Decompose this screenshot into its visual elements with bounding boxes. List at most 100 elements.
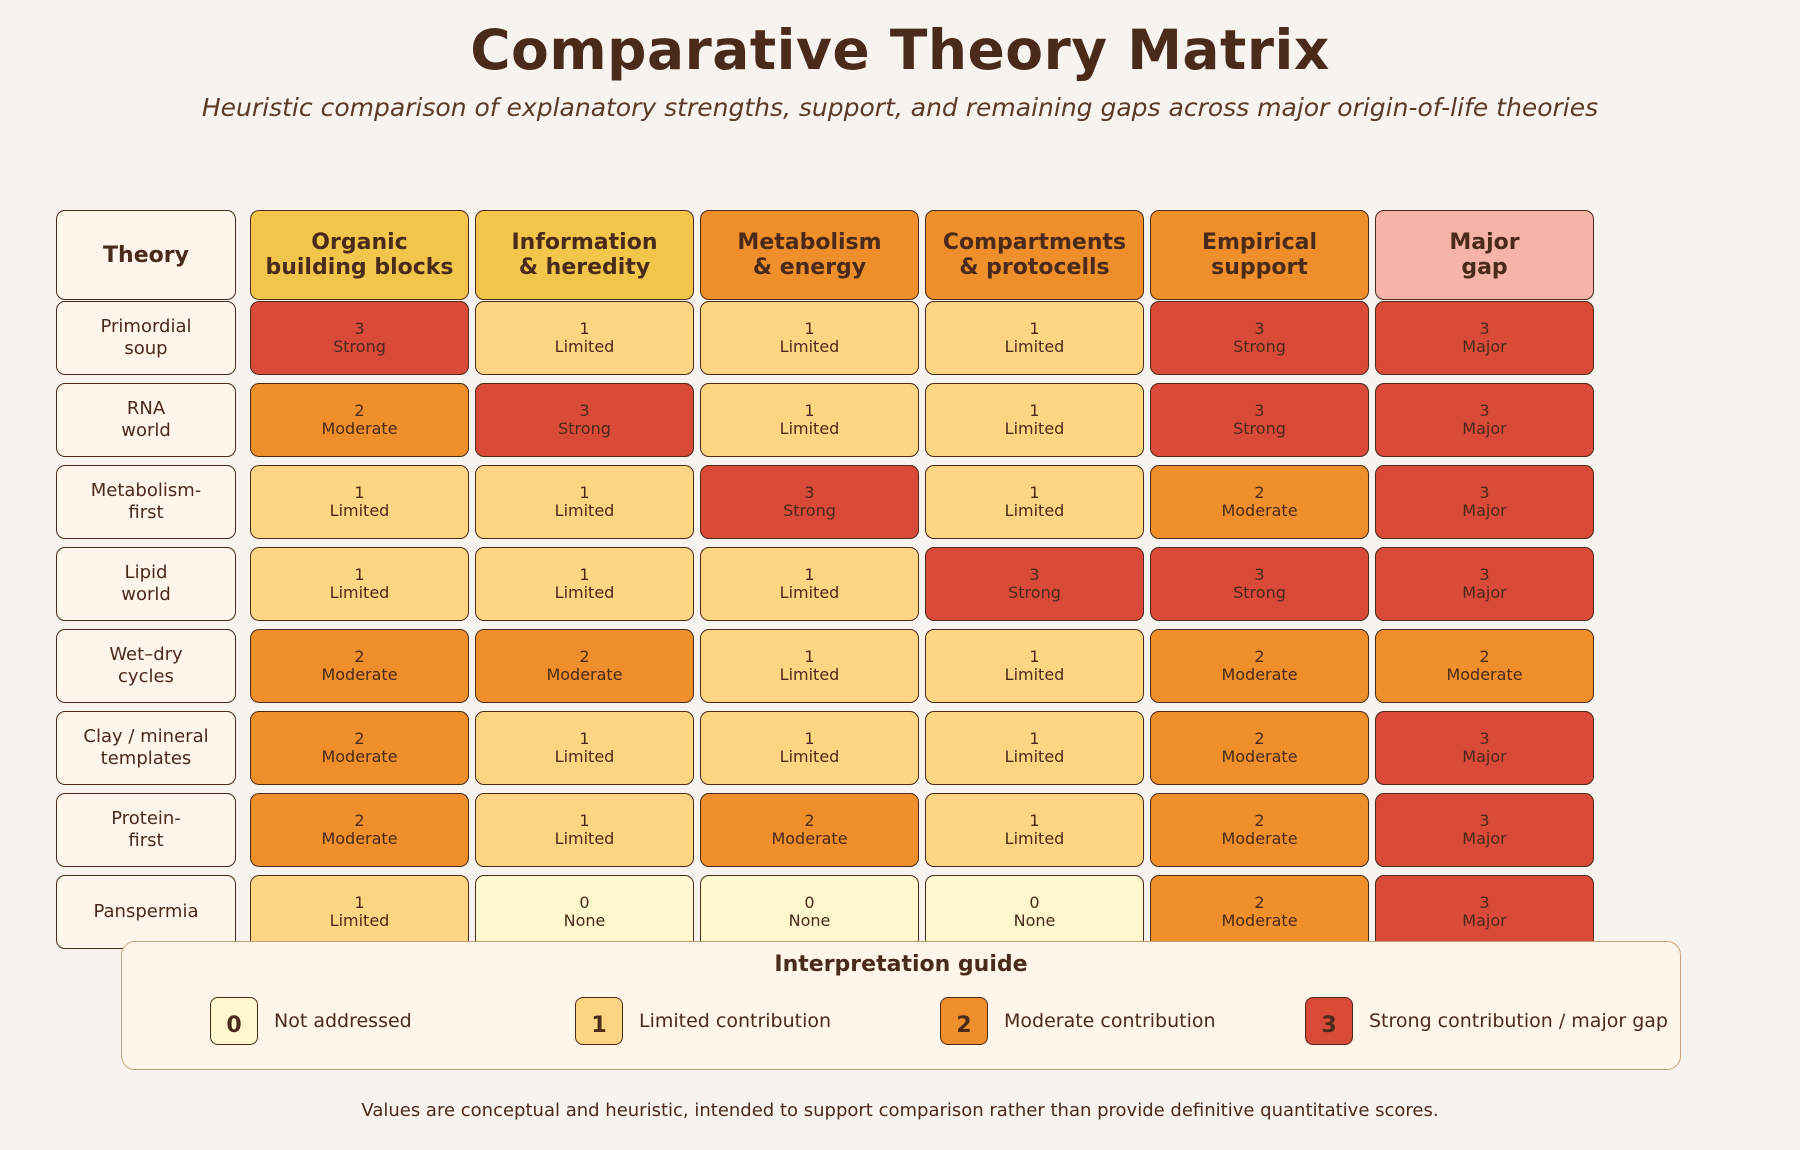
score-label: Moderate <box>1221 501 1298 520</box>
score-cell-7-0: 1 Limited <box>250 875 469 949</box>
score-value: 3 <box>1479 401 1490 420</box>
score-value: 1 <box>354 893 365 912</box>
legend-label-0: Not addressed <box>274 1010 412 1032</box>
score-cell-0-3: 1 Limited <box>925 301 1144 375</box>
score-cell-3-4: 3 Strong <box>1150 547 1369 621</box>
score-value: 2 <box>354 647 365 666</box>
score-label: Limited <box>554 501 615 520</box>
theory-label-7: Panspermia <box>56 875 236 949</box>
score-cell-6-3: 1 Limited <box>925 793 1144 867</box>
score-value: 2 <box>354 729 365 748</box>
score-value: 3 <box>1479 811 1490 830</box>
score-value: 3 <box>579 401 590 420</box>
score-cell-1-2: 1 Limited <box>700 383 919 457</box>
score-label: Strong <box>1233 337 1286 356</box>
score-label: None <box>1013 911 1056 930</box>
score-value: 3 <box>804 483 815 502</box>
score-value: 1 <box>1029 811 1040 830</box>
score-cell-5-4: 2 Moderate <box>1150 711 1369 785</box>
theory-label-1: RNA world <box>56 383 236 457</box>
score-cell-1-5: 3 Major <box>1375 383 1594 457</box>
score-value: 1 <box>804 647 815 666</box>
score-value: 1 <box>804 401 815 420</box>
score-cell-4-5: 2 Moderate <box>1375 629 1594 703</box>
score-label: Limited <box>779 747 840 766</box>
score-cell-7-5: 3 Major <box>1375 875 1594 949</box>
score-cell-0-0: 3 Strong <box>250 301 469 375</box>
score-value: 1 <box>804 319 815 338</box>
score-value: 1 <box>354 565 365 584</box>
score-label: Limited <box>1004 665 1065 684</box>
score-value: 1 <box>1029 319 1040 338</box>
score-cell-4-3: 1 Limited <box>925 629 1144 703</box>
score-value: 3 <box>1479 483 1490 502</box>
legend-swatch-2: 2 <box>940 997 988 1045</box>
score-value: 1 <box>579 811 590 830</box>
score-label: Strong <box>1233 583 1286 602</box>
score-label: Limited <box>329 911 390 930</box>
score-value: 2 <box>1254 647 1265 666</box>
score-value: 1 <box>804 565 815 584</box>
score-value: 3 <box>1254 401 1265 420</box>
score-label: Major <box>1462 337 1507 356</box>
score-value: 2 <box>579 647 590 666</box>
score-value: 1 <box>1029 483 1040 502</box>
score-label: Limited <box>1004 747 1065 766</box>
score-cell-2-4: 2 Moderate <box>1150 465 1369 539</box>
score-cell-0-5: 3 Major <box>1375 301 1594 375</box>
score-cell-3-0: 1 Limited <box>250 547 469 621</box>
theory-label-5: Clay / mineral templates <box>56 711 236 785</box>
score-cell-2-3: 1 Limited <box>925 465 1144 539</box>
score-label: Moderate <box>321 665 398 684</box>
score-cell-2-0: 1 Limited <box>250 465 469 539</box>
score-label: Moderate <box>321 747 398 766</box>
score-label: Moderate <box>1446 665 1523 684</box>
score-cell-4-1: 2 Moderate <box>475 629 694 703</box>
score-value: 1 <box>354 483 365 502</box>
score-value: 2 <box>1254 811 1265 830</box>
score-cell-3-3: 3 Strong <box>925 547 1144 621</box>
score-label: Limited <box>1004 419 1065 438</box>
score-label: Moderate <box>1221 665 1298 684</box>
score-value: 3 <box>1254 565 1265 584</box>
theory-label-6: Protein- first <box>56 793 236 867</box>
chart-subtitle: Heuristic comparison of explanatory stre… <box>201 93 1599 122</box>
score-cell-1-3: 1 Limited <box>925 383 1144 457</box>
score-cell-0-2: 1 Limited <box>700 301 919 375</box>
score-label: Moderate <box>771 829 848 848</box>
score-value: 0 <box>579 893 590 912</box>
chart-title: Comparative Theory Matrix <box>470 18 1330 82</box>
score-label: Limited <box>1004 501 1065 520</box>
score-cell-5-3: 1 Limited <box>925 711 1144 785</box>
score-label: Moderate <box>1221 911 1298 930</box>
score-cell-5-1: 1 Limited <box>475 711 694 785</box>
score-value: 1 <box>579 565 590 584</box>
score-label: Moderate <box>321 829 398 848</box>
score-value: 2 <box>354 401 365 420</box>
score-value: 3 <box>1254 319 1265 338</box>
row-header: Theory <box>56 210 236 300</box>
score-label: Limited <box>1004 337 1065 356</box>
score-label: Major <box>1462 501 1507 520</box>
score-label: Major <box>1462 583 1507 602</box>
score-value: 0 <box>804 893 815 912</box>
score-value: 3 <box>354 319 365 338</box>
score-cell-0-4: 3 Strong <box>1150 301 1369 375</box>
score-cell-5-0: 2 Moderate <box>250 711 469 785</box>
legend-label-1: Limited contribution <box>639 1010 832 1032</box>
score-cell-6-0: 2 Moderate <box>250 793 469 867</box>
score-value: 1 <box>1029 647 1040 666</box>
score-value: 3 <box>1479 319 1490 338</box>
score-cell-2-5: 3 Major <box>1375 465 1594 539</box>
score-label: Moderate <box>1221 747 1298 766</box>
score-label: Limited <box>554 747 615 766</box>
score-label: Limited <box>329 583 390 602</box>
score-value: 1 <box>579 483 590 502</box>
score-label: Moderate <box>546 665 623 684</box>
score-value: 1 <box>579 319 590 338</box>
score-label: None <box>563 911 606 930</box>
score-cell-3-2: 1 Limited <box>700 547 919 621</box>
legend-swatch-1: 1 <box>575 997 623 1045</box>
score-value: 3 <box>1479 729 1490 748</box>
score-label: Strong <box>333 337 386 356</box>
